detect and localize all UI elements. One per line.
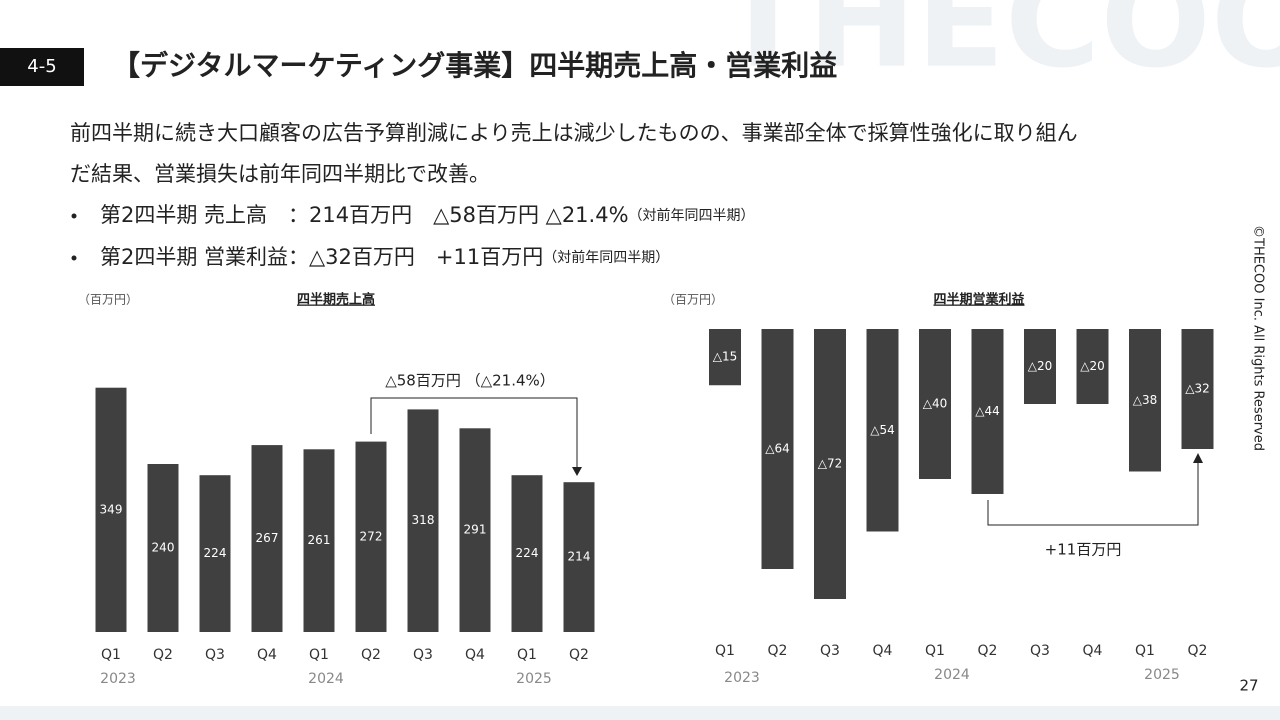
bar — [709, 329, 741, 386]
bar — [563, 482, 595, 632]
summary-line: 前四半期に続き大口顧客の広告予算削減により売上は減少したものの、事業部全体で採算… — [70, 121, 1078, 145]
bullet-dot — [71, 255, 77, 261]
value-label: △15 — [713, 350, 738, 364]
year-label: 2025 — [1144, 667, 1180, 683]
bar — [1076, 329, 1109, 404]
page-number: 27 — [1239, 677, 1258, 695]
bar — [814, 329, 846, 599]
x-tick-label: Q3 — [413, 647, 433, 663]
value-label: △20 — [1028, 359, 1053, 373]
value-label: △54 — [870, 423, 895, 437]
value-label: 291 — [464, 523, 487, 537]
value-label: △40 — [923, 397, 948, 411]
bar — [1181, 329, 1214, 449]
x-tick-label: Q2 — [1188, 643, 1208, 659]
x-tick-label: Q4 — [873, 643, 893, 659]
section-number: 4-5 — [27, 56, 56, 77]
annotation: +11百万円 — [1045, 541, 1122, 559]
bullet-note: （対前年同四半期） — [543, 249, 669, 266]
bar — [971, 329, 1004, 494]
year-label: 2023 — [100, 671, 136, 687]
x-tick-label: Q1 — [925, 643, 945, 659]
value-label: 214 — [568, 550, 591, 564]
x-tick-label: Q2 — [153, 647, 173, 663]
x-tick-label: Q2 — [361, 647, 381, 663]
annotation-bracket — [987, 462, 1199, 526]
bar — [1129, 329, 1161, 472]
slide-title: 【デジタルマーケティング事業】四半期売上高・営業利益 — [112, 49, 837, 82]
year-label: 2025 — [516, 671, 552, 687]
value-label: 318 — [412, 513, 435, 527]
x-tick-label: Q3 — [205, 647, 225, 663]
bar — [919, 329, 951, 479]
bar — [1024, 329, 1056, 404]
x-tick-label: Q2 — [978, 643, 998, 659]
x-tick-label: Q4 — [257, 647, 277, 663]
value-label: △20 — [1080, 359, 1105, 373]
copyright: ©THECOO Inc. All Rights Reserved — [1251, 225, 1266, 451]
annotation-arrow — [1193, 453, 1203, 463]
value-label: 261 — [308, 533, 331, 547]
x-tick-label: Q1 — [309, 647, 329, 663]
x-tick-label: Q1 — [101, 647, 121, 663]
bar — [761, 329, 794, 569]
x-tick-label: Q4 — [1083, 643, 1103, 659]
chart-title: 四半期売上高 — [297, 292, 375, 308]
watermark: THECOO — [719, 0, 1280, 97]
value-label: 224 — [204, 546, 227, 560]
bullet-note: （対前年同四半期） — [629, 207, 755, 224]
bullet: 第2四半期 営業利益：△32百万円 +11百万円（対前年同四半期） — [100, 245, 669, 269]
year-label: 2024 — [308, 671, 344, 687]
bar — [459, 428, 491, 632]
value-label: 267 — [256, 531, 279, 545]
bullet: 第2四半期 売上高 ：214百万円 △58百万円 △21.4%（対前年同四半期） — [100, 203, 755, 227]
bar — [147, 464, 179, 632]
summary-line: だ結果、営業損失は前年同四半期比で改善。 — [70, 162, 490, 186]
annotation: △58百万円 （△21.4%） — [385, 372, 555, 390]
bar — [407, 409, 439, 632]
x-tick-label: Q1 — [1135, 643, 1155, 659]
x-tick-label: Q1 — [715, 643, 735, 659]
bar — [251, 445, 283, 632]
bar — [866, 329, 899, 532]
value-label: 240 — [152, 541, 175, 555]
x-tick-label: Q4 — [465, 647, 485, 663]
x-tick-label: Q1 — [517, 647, 537, 663]
year-label: 2023 — [724, 670, 760, 686]
chart-title: 四半期営業利益 — [933, 292, 1024, 308]
unit-label: （百万円） — [78, 293, 138, 307]
value-label: 224 — [516, 546, 539, 560]
value-label: △44 — [975, 404, 1000, 418]
bar — [95, 387, 127, 632]
bullet-text: 第2四半期 売上高 ：214百万円 △58百万円 △21.4% — [100, 203, 629, 227]
x-tick-label: Q3 — [1030, 643, 1050, 659]
bar — [355, 441, 387, 632]
value-label: △72 — [818, 457, 843, 471]
value-label: △64 — [765, 442, 790, 456]
annotation-arrow — [572, 467, 582, 476]
section-badge — [0, 48, 84, 86]
value-label: △32 — [1185, 382, 1210, 396]
bar — [511, 475, 543, 632]
unit-label: （百万円） — [663, 293, 723, 307]
value-label: △38 — [1133, 393, 1158, 407]
footer-band — [0, 706, 1280, 720]
value-label: 349 — [100, 502, 123, 516]
bar — [199, 475, 231, 632]
value-label: 272 — [360, 529, 383, 543]
x-tick-label: Q2 — [768, 643, 788, 659]
bullet-dot — [71, 213, 77, 219]
year-label: 2024 — [934, 667, 970, 683]
annotation-bracket — [370, 397, 578, 468]
bullet-text: 第2四半期 営業利益：△32百万円 +11百万円 — [100, 245, 543, 269]
x-tick-label: Q3 — [820, 643, 840, 659]
x-tick-label: Q2 — [569, 647, 589, 663]
bar — [303, 449, 335, 632]
